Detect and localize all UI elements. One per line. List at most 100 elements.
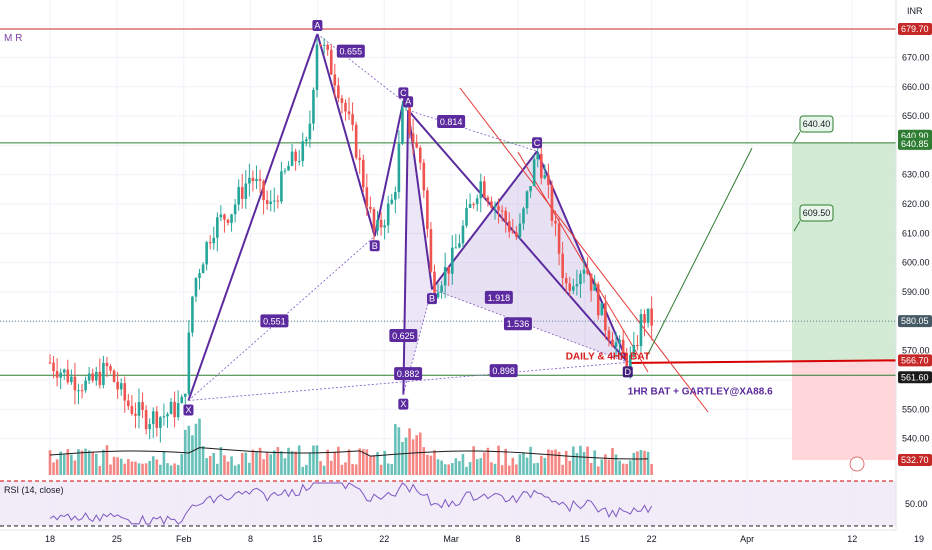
volume-bar (379, 464, 383, 475)
price-tick-label: 610.00 (902, 228, 930, 238)
ratio-badge (503, 317, 532, 331)
candle-body (429, 229, 433, 272)
rsi-line (49, 482, 653, 526)
candle-body (269, 201, 273, 205)
time-axis[interactable]: 1825Feb81522Mar81522Apr121926 (0, 529, 932, 544)
volume-bar (376, 452, 379, 475)
entry-line (629, 359, 897, 364)
volume-bar (557, 451, 561, 475)
candle-body (216, 217, 219, 238)
candle-body (262, 180, 265, 201)
candle-body (450, 247, 454, 274)
volume-bar (265, 452, 269, 475)
pattern-point-label: X (185, 405, 191, 415)
volume-bar (522, 452, 525, 475)
candle-body (326, 44, 329, 50)
candle-body (504, 210, 507, 222)
candle-body (376, 219, 379, 231)
price-tick-label: 600.00 (902, 258, 930, 268)
volume-bar (532, 463, 536, 475)
volume-bar (73, 460, 77, 475)
volume-bar (500, 465, 504, 475)
volume-bar (358, 448, 362, 475)
volume-bar (525, 457, 529, 475)
volume-bar (507, 465, 511, 475)
pattern-point-label: A (314, 20, 320, 30)
candle-body (87, 373, 91, 381)
pattern-point-badge (532, 137, 543, 149)
time-tick-label: 25 (112, 534, 122, 544)
volume-bar (536, 462, 540, 475)
volume-bar (322, 465, 326, 475)
candle-body (650, 308, 653, 326)
volume-bar (94, 453, 98, 475)
candle-body (493, 206, 497, 208)
price-tag-label: 561.60 (901, 372, 929, 382)
candle-body (290, 151, 294, 166)
trend-line (517, 151, 649, 373)
position-tag-pointer (793, 220, 801, 232)
volume-bar (91, 451, 95, 475)
volume-bar (244, 452, 248, 475)
volume-bar (504, 448, 507, 475)
grid (0, 0, 920, 530)
candle-body (55, 371, 59, 378)
position-tag (799, 204, 834, 222)
candle-body (436, 292, 440, 298)
volume-bar (472, 446, 475, 475)
volume-bar (312, 445, 315, 475)
candle-body (141, 402, 144, 411)
candle-body (426, 190, 429, 230)
volume-bar (529, 446, 532, 475)
candles (48, 38, 653, 443)
candle-body (397, 143, 401, 193)
time-tick-label: 22 (379, 534, 389, 544)
volume-bar (408, 428, 411, 475)
volume-bar (596, 466, 600, 475)
candle-body (525, 191, 529, 209)
candle-body (386, 203, 390, 226)
pattern-leg (431, 150, 538, 290)
candle-body (361, 159, 365, 188)
volume-bar (636, 451, 639, 475)
volume-bar (436, 459, 440, 475)
ratio-badge (336, 44, 365, 58)
volume-bar (611, 448, 614, 475)
volume-bar (151, 456, 155, 475)
rsi-band (0, 481, 896, 526)
candle-body (201, 264, 205, 274)
volume-bar (59, 451, 62, 475)
volume-bar (518, 454, 522, 475)
candle-body (294, 151, 297, 162)
volume-bar (237, 464, 240, 475)
volume-bar (575, 452, 579, 475)
candle-body (297, 160, 301, 162)
volume-bar (344, 462, 347, 475)
volume-bar (643, 450, 646, 475)
candle-body (411, 133, 415, 143)
volume-bar (468, 461, 472, 475)
volume-bar (283, 458, 287, 475)
time-tick-label: Mar (443, 534, 459, 544)
candle-body (372, 209, 376, 231)
volume-bar (176, 464, 180, 475)
annotation-text: DAILY & 4HR BAT (566, 351, 650, 362)
time-tick-label: 22 (647, 534, 657, 544)
volume-bar (539, 455, 543, 475)
ratio-label: 1.536 (507, 319, 530, 329)
candle-body (383, 225, 386, 228)
volume-bar (589, 462, 593, 475)
candle-body (646, 308, 650, 323)
candle-body (70, 376, 73, 383)
price-axis[interactable]: 540.00550.00560.00570.00580.00590.00600.… (895, 0, 932, 550)
price-tag-label: 640.90 (901, 131, 929, 141)
candle-body (212, 237, 216, 244)
candle-body (198, 273, 201, 279)
volume-bar (137, 463, 141, 475)
candle-body (639, 314, 643, 347)
pattern-point-badge (369, 240, 380, 252)
candle-body (119, 383, 123, 390)
volume-bar (134, 461, 137, 475)
